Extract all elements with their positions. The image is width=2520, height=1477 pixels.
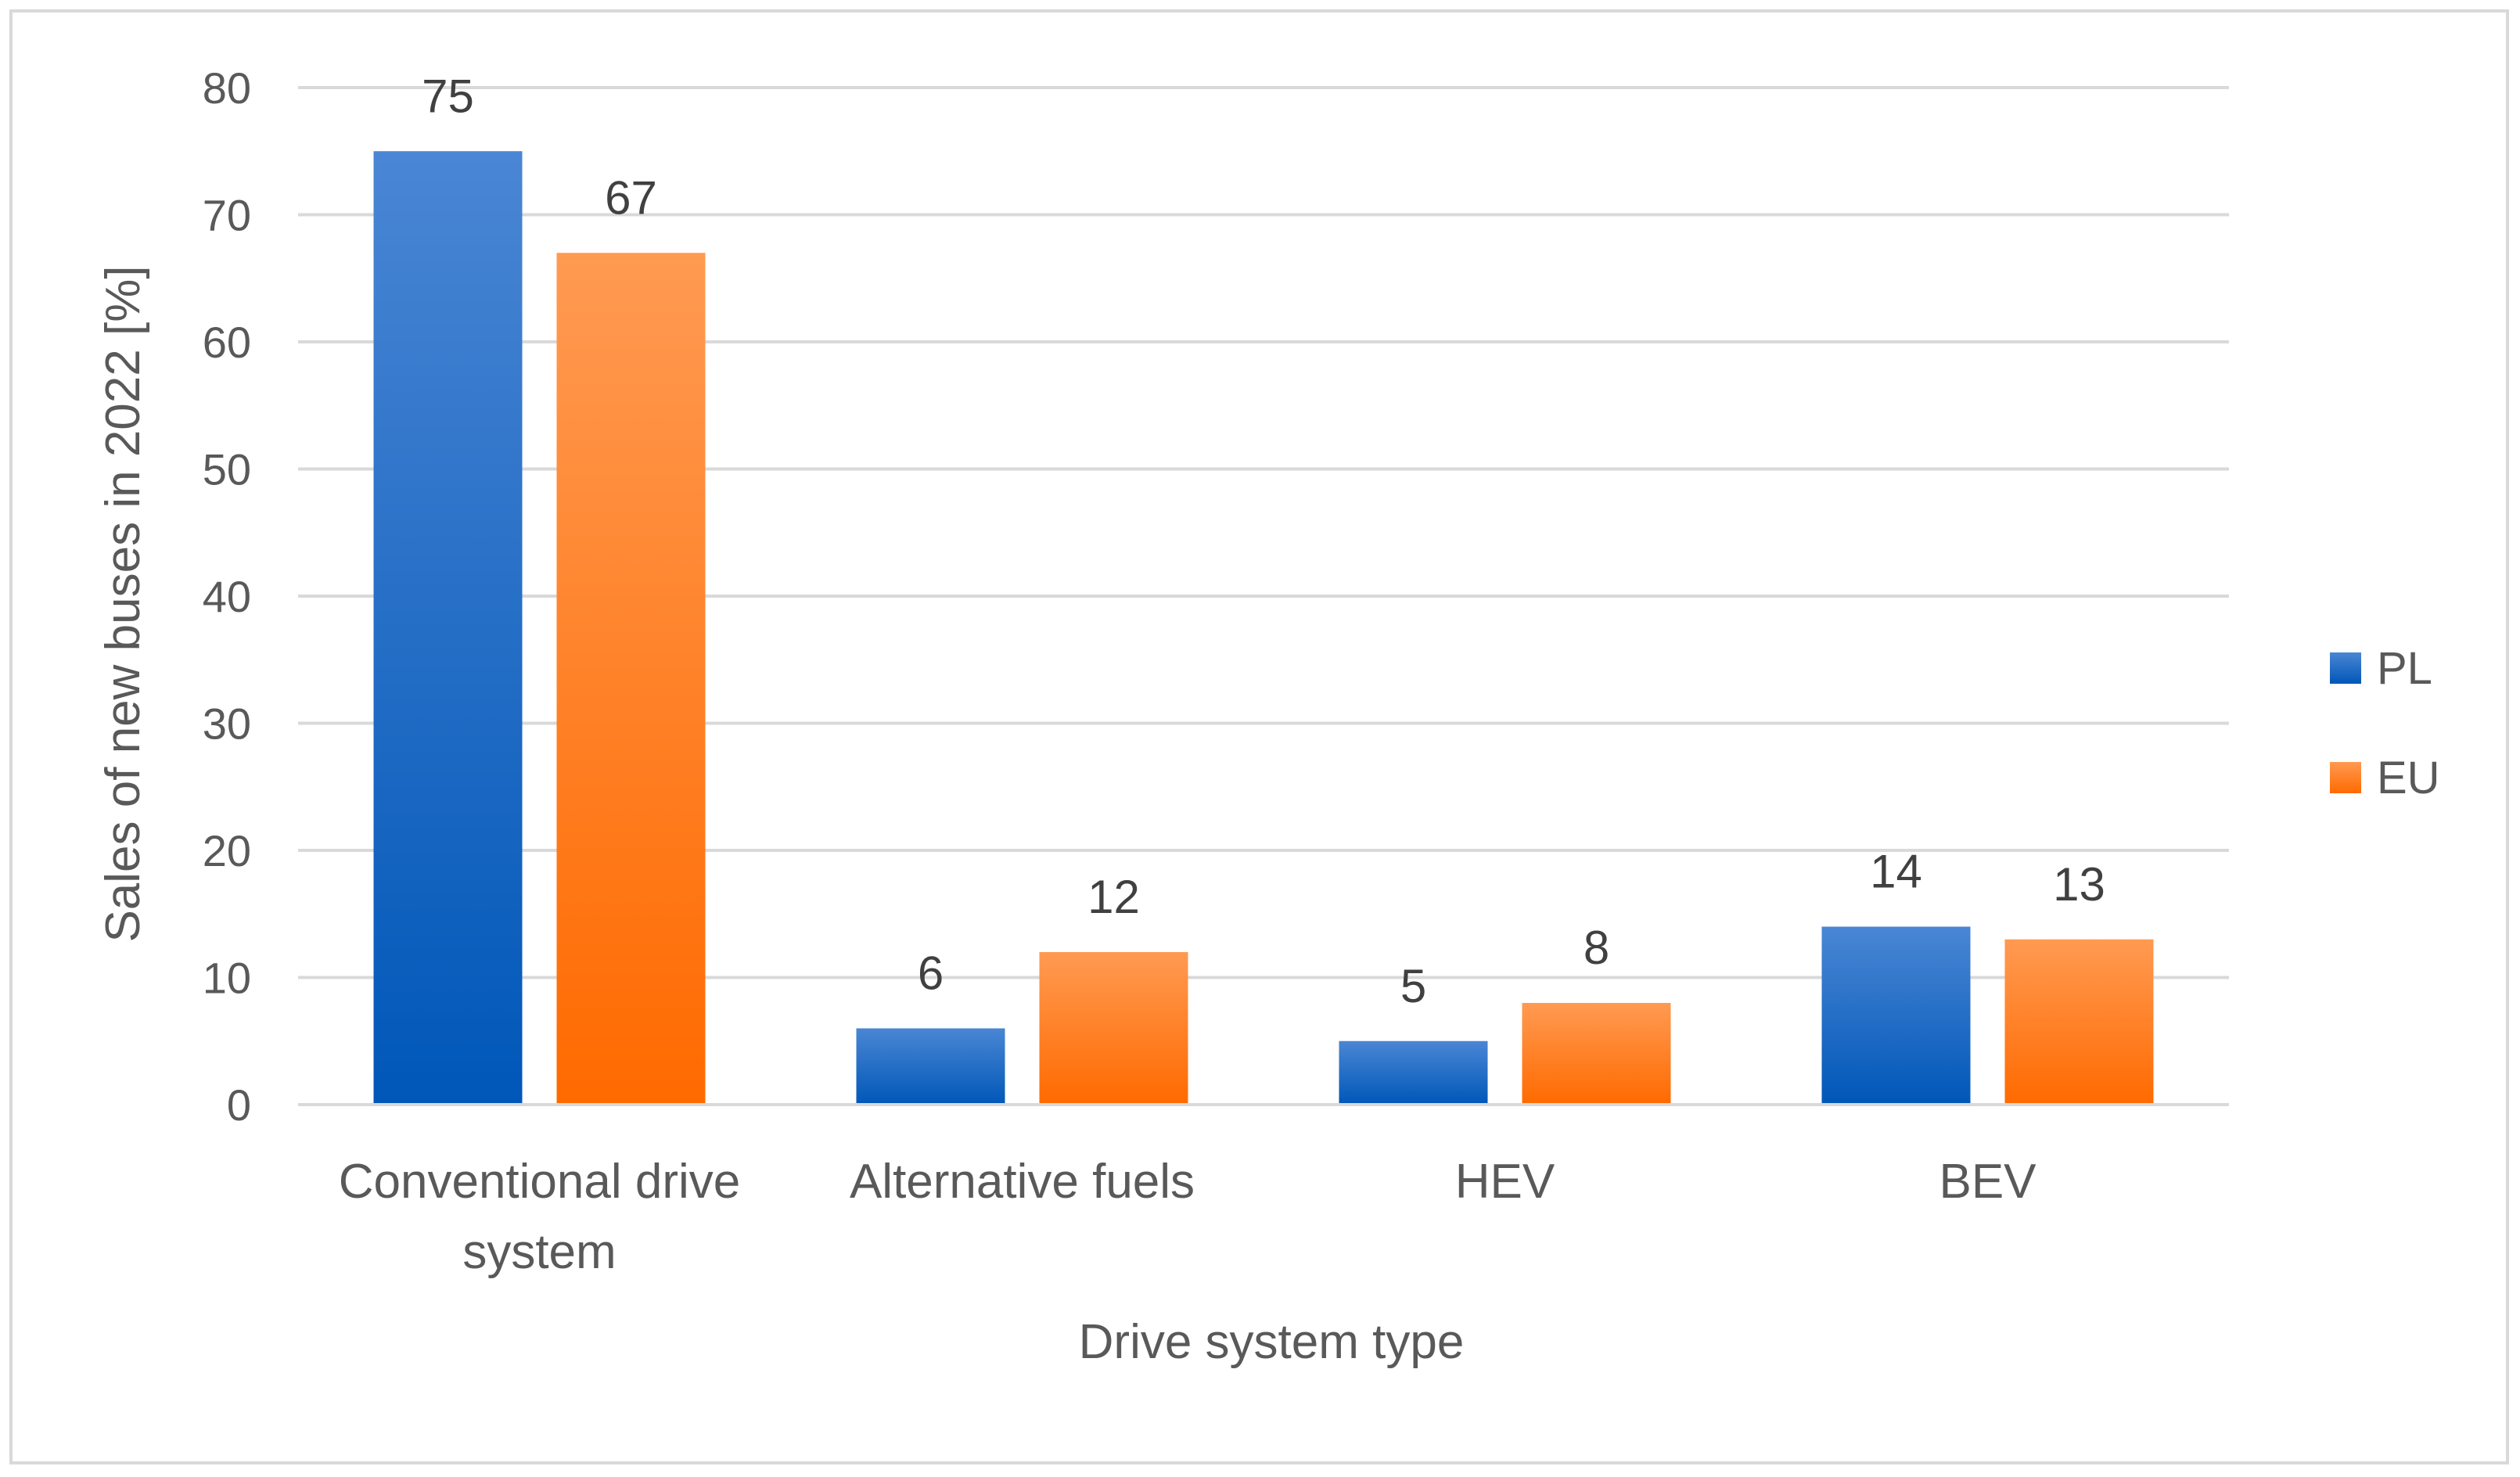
y-tick-label: 20 bbox=[203, 826, 251, 875]
y-tick-label: 30 bbox=[203, 699, 251, 749]
y-tick-label: 70 bbox=[203, 191, 251, 240]
data-label-eu-3: 13 bbox=[2053, 858, 2105, 911]
y-axis-title: Sales of new buses in 2022 [%] bbox=[96, 265, 150, 942]
bar-eu-2 bbox=[1522, 1003, 1671, 1105]
y-tick-label: 40 bbox=[203, 572, 251, 621]
legend-label-pl: PL bbox=[2377, 643, 2432, 694]
y-tick-label: 80 bbox=[203, 63, 251, 113]
data-labels: 75 67 6 12 5 8 14 13 bbox=[422, 70, 2105, 1012]
legend-swatch-pl bbox=[2330, 652, 2361, 684]
bar-chart: 0 10 20 30 40 50 60 70 80 75 67 6 12 5 8 14 13 Conventi… bbox=[96, 63, 2440, 1369]
bars bbox=[373, 151, 2154, 1105]
y-tick-label: 60 bbox=[203, 318, 251, 367]
bar-pl-1 bbox=[856, 1028, 1005, 1105]
x-category-label: Alternative fuels bbox=[850, 1155, 1195, 1209]
data-label-eu-0: 67 bbox=[605, 171, 657, 224]
bar-pl-3 bbox=[1821, 926, 1971, 1105]
x-category-label: BEV bbox=[1939, 1155, 2036, 1209]
data-label-eu-1: 12 bbox=[1087, 871, 1140, 923]
legend-swatch-eu bbox=[2330, 762, 2361, 793]
y-tick-label: 0 bbox=[227, 1080, 251, 1130]
y-tick-label: 50 bbox=[203, 445, 251, 494]
bar-eu-0 bbox=[556, 253, 706, 1105]
x-axis-categories: Conventional drive system Alternative fuel… bbox=[339, 1155, 2036, 1279]
data-label-pl-3: 14 bbox=[1870, 846, 1922, 898]
legend-label-eu: EU bbox=[2377, 753, 2440, 803]
legend: PL EU bbox=[2330, 643, 2440, 803]
data-label-pl-2: 5 bbox=[1400, 960, 1426, 1012]
chart-frame: 0 10 20 30 40 50 60 70 80 75 67 6 12 5 8 14 13 Conventi… bbox=[9, 9, 2509, 1464]
bar-pl-2 bbox=[1339, 1040, 1488, 1105]
x-category-label: Conventional drive bbox=[339, 1155, 741, 1209]
x-axis-title: Drive system type bbox=[1079, 1315, 1465, 1369]
x-category-label: system bbox=[462, 1225, 616, 1279]
y-axis-ticks: 0 10 20 30 40 50 60 70 80 bbox=[203, 63, 251, 1130]
bar-eu-3 bbox=[2004, 939, 2154, 1105]
data-label-pl-1: 6 bbox=[918, 947, 944, 1000]
data-label-pl-0: 75 bbox=[422, 70, 474, 122]
y-tick-label: 10 bbox=[203, 954, 251, 1003]
bar-eu-1 bbox=[1039, 952, 1188, 1105]
x-category-label: HEV bbox=[1455, 1155, 1555, 1209]
data-label-eu-2: 8 bbox=[1584, 922, 1609, 974]
bar-pl-0 bbox=[373, 151, 523, 1105]
